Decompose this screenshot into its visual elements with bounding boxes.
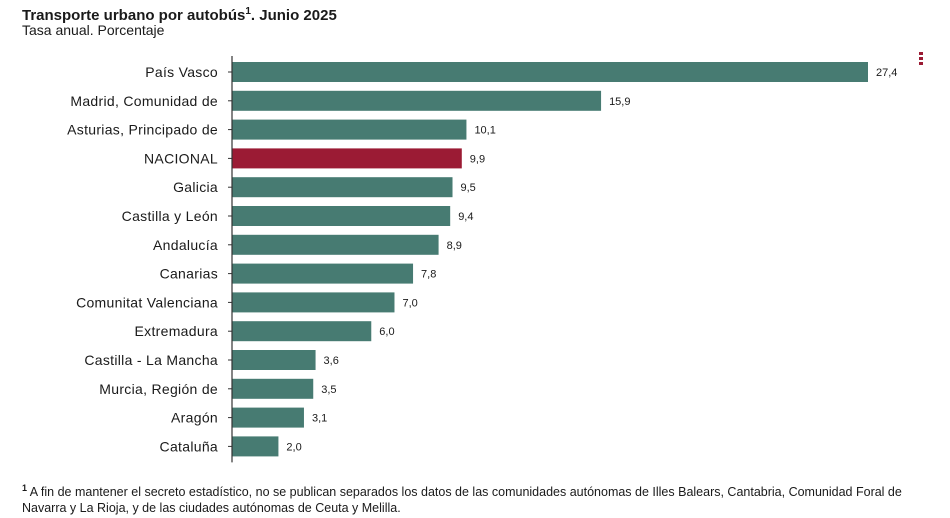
category-label: Madrid, Comunidad de xyxy=(70,93,218,109)
bar[interactable] xyxy=(232,148,462,169)
category-label: Comunitat Valenciana xyxy=(76,294,218,310)
bar[interactable] xyxy=(232,119,467,140)
bar[interactable] xyxy=(232,350,316,370)
value-label: 3,5 xyxy=(321,384,336,396)
value-label: 7,8 xyxy=(421,269,436,281)
value-label: 8,9 xyxy=(447,240,462,252)
bar-chart: País Vasco 27,4 Madrid, Comunidad de 15,9 As… xyxy=(67,56,897,463)
category-label: Aragón xyxy=(171,410,218,426)
value-label: 9,9 xyxy=(470,153,485,165)
category-label: Canarias xyxy=(160,266,218,282)
bar[interactable] xyxy=(232,292,395,313)
bar[interactable] xyxy=(232,234,439,255)
category-label: Galicia xyxy=(173,179,218,195)
bar[interactable] xyxy=(232,378,314,399)
value-label: 27,4 xyxy=(876,67,897,79)
value-label: 3,6 xyxy=(324,355,339,367)
value-label: 15,9 xyxy=(609,96,630,108)
bar[interactable] xyxy=(232,177,453,198)
category-label: Castilla - La Mancha xyxy=(84,352,218,368)
category-label: País Vasco xyxy=(145,64,218,80)
footnote: 1 A fin de mantener el secreto estadísti… xyxy=(22,483,902,516)
chart-subtitle: Tasa anual. Porcentaje xyxy=(22,22,165,38)
bar[interactable] xyxy=(232,206,451,226)
category-label: Asturias, Principado de xyxy=(67,122,218,138)
category-label: Cataluña xyxy=(160,438,218,454)
category-label: Murcia, Región de xyxy=(99,381,218,397)
bar[interactable] xyxy=(232,436,279,457)
value-label: 6,0 xyxy=(379,326,394,338)
category-label: Andalucía xyxy=(153,237,218,253)
bar[interactable] xyxy=(232,263,414,284)
category-label: Extremadura xyxy=(135,323,218,339)
value-label: 9,4 xyxy=(458,211,473,223)
vertical-dots-menu-icon[interactable] xyxy=(919,52,924,66)
value-label: 10,1 xyxy=(474,125,495,137)
bar[interactable] xyxy=(232,321,372,342)
bar[interactable] xyxy=(232,90,602,111)
category-label: Castilla y León xyxy=(122,208,218,224)
bar[interactable] xyxy=(232,407,304,428)
category-label: NACIONAL xyxy=(144,150,218,166)
bar[interactable] xyxy=(232,62,868,82)
value-label: 7,0 xyxy=(402,297,417,309)
chart-title: Transporte urbano por autobús1. Junio 20… xyxy=(22,6,337,24)
value-label: 3,1 xyxy=(312,413,327,425)
value-label: 9,5 xyxy=(461,182,476,194)
value-label: 2,0 xyxy=(286,441,301,453)
